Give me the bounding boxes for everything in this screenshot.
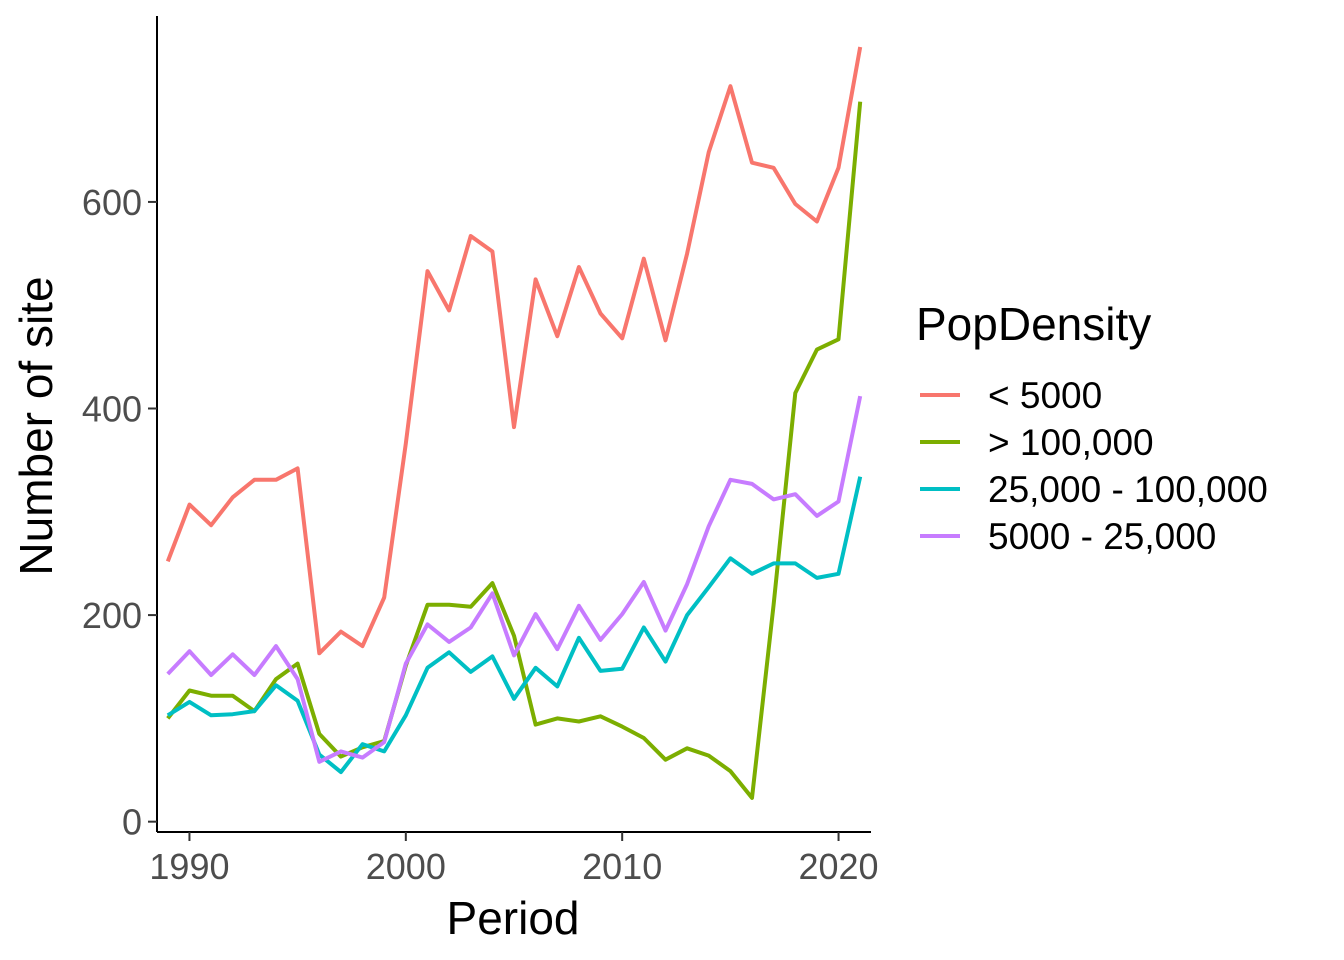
y-axis-title: Number of site	[10, 276, 62, 575]
legend-label-1: < 5000	[988, 375, 1102, 416]
legend-label-4: 5000 - 25,000	[988, 516, 1216, 557]
x-axis-title: Period	[447, 892, 580, 944]
series-line-4	[166, 395, 863, 764]
x-tick-label: 2000	[366, 846, 446, 887]
ticks-layer: 1990 2000 2010 2020 0 200 400 600	[82, 182, 879, 887]
series-layer	[165, 46, 863, 800]
legend-label-2: > 100,000	[988, 422, 1154, 463]
legend-title: PopDensity	[916, 298, 1151, 350]
y-tick-label: 200	[82, 595, 142, 636]
y-tick-label: 400	[82, 389, 142, 430]
series-line-1	[165, 46, 863, 656]
x-tick-label: 2010	[582, 846, 662, 887]
legend: PopDensity < 5000 > 100,000 25,000 - 100,0…	[916, 298, 1268, 557]
y-tick-label: 0	[122, 802, 142, 843]
x-tick-label: 2020	[798, 846, 878, 887]
legend-label-3: 25,000 - 100,000	[988, 469, 1268, 510]
y-tick-label: 600	[82, 182, 142, 223]
series-line-3	[166, 476, 863, 775]
x-tick-label: 1990	[149, 846, 229, 887]
series-line-2	[166, 101, 863, 800]
